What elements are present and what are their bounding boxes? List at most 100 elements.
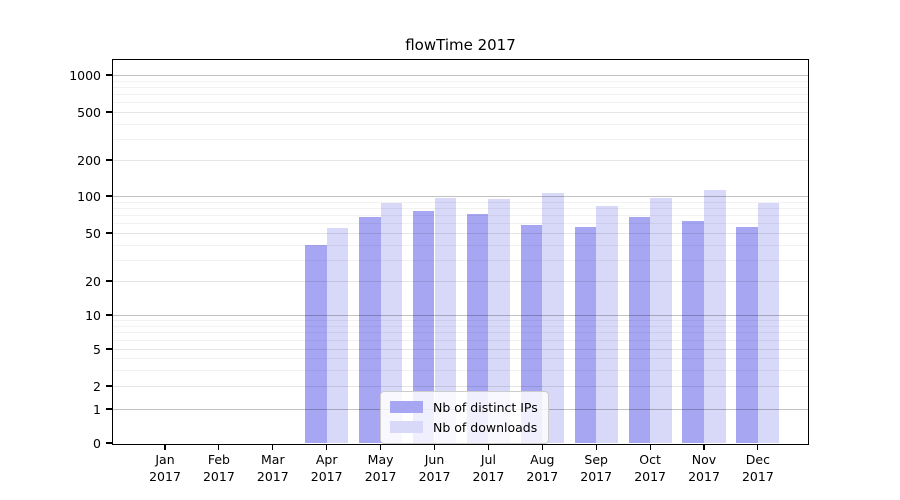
minor-gridline-800 (113, 86, 808, 88)
gridline-1000 (113, 75, 808, 76)
bar-nb-of-downloads-nov (704, 190, 726, 443)
minor-gridline-6 (113, 340, 808, 342)
x-tick-year-mar: 2017 (256, 468, 289, 484)
minor-gridline-7 (113, 332, 808, 334)
bar-nb-of-downloads-sep (596, 205, 618, 443)
x-tick-apr (326, 444, 328, 450)
y-tick-20 (106, 280, 112, 282)
gridline-50 (113, 233, 808, 234)
y-tick-2 (106, 385, 112, 387)
x-tick-label-jun: Jun 2017 (403, 452, 467, 485)
y-tick-label-500: 500 (77, 104, 101, 120)
legend-label-distinct-ips: Nb of distinct IPs (433, 399, 538, 415)
gridline-2 (113, 386, 808, 387)
x-tick-month-jan: Jan (155, 452, 175, 467)
x-tick-month-may: May (367, 452, 394, 467)
gridline-200 (113, 160, 808, 161)
minor-gridline-3 (113, 369, 808, 371)
x-tick-year-apr: 2017 (310, 468, 343, 484)
bar-nb-of-distinct-ips-apr (305, 244, 327, 443)
legend-item-distinct-ips: Nb of distinct IPs (390, 397, 538, 417)
bar-nb-of-downloads-aug (542, 193, 564, 443)
bar-nb-of-downloads-oct (650, 198, 672, 443)
y-tick-200 (106, 159, 112, 161)
x-tick-jul (487, 444, 489, 450)
x-tick-month-mar: Mar (261, 452, 285, 467)
legend-label-downloads: Nb of downloads (433, 419, 538, 435)
x-tick-nov (703, 444, 705, 450)
x-tick-label-apr: Apr 2017 (295, 452, 359, 485)
minor-gridline-60 (113, 223, 808, 225)
y-tick-10 (106, 314, 112, 316)
y-tick-100 (106, 195, 112, 197)
x-tick-label-dec: Dec 2017 (726, 452, 790, 485)
x-tick-year-jan: 2017 (149, 468, 181, 484)
bar-nb-of-downloads-apr (326, 227, 349, 443)
bar-nb-of-downloads-dec (757, 203, 780, 443)
x-tick-oct (649, 444, 651, 450)
minor-gridline-80 (113, 207, 808, 209)
legend-swatch-downloads-icon (390, 421, 423, 433)
x-tick-year-feb: 2017 (202, 468, 235, 484)
bar-nb-of-distinct-ips-dec (736, 226, 758, 443)
y-tick-label-10: 10 (85, 307, 101, 323)
minor-gridline-600 (113, 102, 808, 104)
y-tick-label-0: 0 (93, 435, 101, 451)
x-tick-label-jan: Jan 2017 (133, 452, 197, 485)
minor-gridline-90 (113, 201, 808, 203)
minor-gridline-8 (113, 325, 808, 327)
y-tick-label-20: 20 (85, 273, 101, 289)
gridline-10 (113, 315, 808, 316)
x-tick-year-jun: 2017 (418, 468, 451, 484)
x-tick-year-oct: 2017 (634, 468, 666, 484)
y-tick-label-100: 100 (77, 188, 101, 204)
chart-title: flowTime 2017 (405, 36, 516, 54)
legend-item-downloads: Nb of downloads (390, 417, 538, 437)
x-tick-dec (757, 444, 759, 450)
y-tick-label-2: 2 (93, 378, 101, 394)
plot-area: 0 1 2 5 10 20 50 100 200 500 1000 Jan 2017 Feb 2017 Mar… (69, 59, 809, 484)
bar-nb-of-distinct-ips-jul (466, 213, 489, 443)
x-tick-month-apr: Apr (315, 452, 338, 467)
x-tick-month-sep: Sep (584, 452, 608, 467)
x-tick-month-feb: Feb (207, 452, 230, 467)
bar-nb-of-distinct-ips-may (359, 216, 381, 443)
gridline-500 (113, 112, 808, 113)
minor-gridline-400 (113, 123, 808, 125)
bar-nb-of-downloads-jun (434, 197, 457, 443)
x-tick-feb (218, 444, 220, 450)
minor-gridline-9 (113, 320, 808, 322)
x-tick-jun (433, 444, 436, 450)
x-tick-month-jun: Jun (424, 452, 445, 467)
x-tick-label-nov: Nov 2017 (672, 452, 736, 485)
bar-nb-of-distinct-ips-sep (574, 226, 597, 443)
y-tick-50 (106, 232, 112, 234)
legend-swatch-distinct-ips-icon (390, 401, 423, 413)
y-tick-label-50: 50 (85, 225, 101, 241)
bar-nb-of-distinct-ips-nov (682, 220, 704, 443)
x-tick-label-oct: Oct 2017 (618, 452, 682, 485)
bar-nb-of-downloads-jul (488, 198, 510, 443)
x-tick-year-dec: 2017 (741, 468, 774, 484)
x-tick-aug (541, 444, 543, 450)
gridline-100 (113, 196, 808, 197)
y-tick-label-200: 200 (77, 152, 101, 168)
x-tick-may (380, 444, 382, 450)
x-tick-label-jul: Jul 2017 (456, 452, 520, 485)
gridline-5 (113, 349, 808, 350)
x-tick-label-mar: Mar 2017 (241, 452, 305, 485)
minor-gridline-300 (113, 138, 808, 140)
x-tick-month-oct: Oct (639, 452, 661, 467)
x-tick-year-may: 2017 (364, 468, 397, 484)
legend: Nb of distinct IPs Nb of downloads (380, 391, 549, 444)
x-tick-year-jul: 2017 (472, 468, 505, 484)
bar-nb-of-downloads-may (380, 202, 403, 443)
x-tick-jan (164, 444, 166, 450)
x-tick-year-aug: 2017 (526, 468, 559, 484)
y-tick-label-5: 5 (93, 341, 101, 357)
x-tick-label-sep: Sep 2017 (564, 452, 628, 485)
y-tick-500 (106, 111, 112, 113)
minor-gridline-70 (113, 215, 808, 217)
x-tick-year-sep: 2017 (580, 468, 613, 484)
minor-gridline-900 (113, 80, 808, 82)
